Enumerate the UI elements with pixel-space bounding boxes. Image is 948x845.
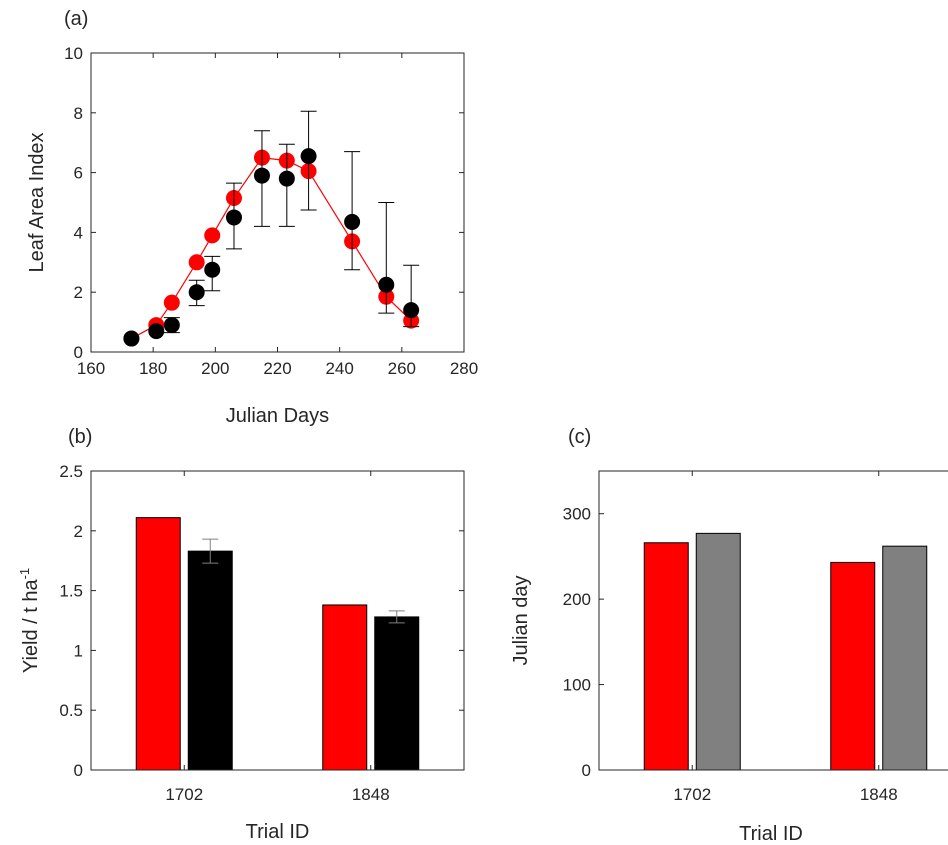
panel-b-y-axis-title-main: Yield / t ha — [20, 579, 42, 674]
panel-b-marks — [135, 517, 420, 771]
panel-c-bar-series-1 — [643, 542, 689, 771]
panel-a-series-2-point — [300, 148, 317, 165]
panel-a-series-2-point — [278, 170, 295, 187]
panel-a-y-tick-label: 2 — [74, 283, 83, 302]
panel-a-marks — [123, 110, 420, 347]
panel-c-julian-day: (c) 1702 1848 0 100 200 300 Trial ID Julian … — [510, 426, 948, 845]
panel-a-leaf-area-index: (a) 160 180 200 220 240 260 280 0 2 4 6 8 10 Julian… — [26, 8, 478, 427]
panel-b-bar-series-1 — [322, 604, 368, 771]
panel-a-y-tick-label: 8 — [74, 104, 83, 123]
panel-a-series-2-point — [344, 213, 361, 230]
panel-a-x-axis-title: Julian Days — [226, 405, 329, 427]
panel-b-y-ticks: 0 0.5 1 1.5 2 2.5 — [59, 462, 464, 780]
panel-c-axes-box — [598, 470, 948, 771]
panel-a-x-tick-label: 240 — [325, 359, 353, 378]
panel-a-x-tick-label: 180 — [139, 359, 167, 378]
panel-c-y-tick-label: 100 — [563, 676, 591, 695]
panel-a-y-axis-title: Leaf Area Index — [26, 132, 48, 272]
panel-b-y-tick-label: 2.5 — [59, 462, 83, 481]
panel-c-y-tick-label: 200 — [563, 590, 591, 609]
panel-b-x-tick-label: 1848 — [352, 785, 390, 804]
panel-a-y-ticks: 0 2 4 6 8 10 — [64, 44, 464, 362]
panel-c-x-ticks: 1702 1848 — [673, 471, 898, 804]
panel-a-x-tick-label: 260 — [388, 359, 416, 378]
panel-c-y-axis-title: Julian day — [510, 575, 532, 665]
panel-b-x-axis-title: Trial ID — [246, 821, 310, 843]
panel-a-series-1-point — [188, 254, 205, 271]
panel-b-label: (b) — [68, 426, 92, 448]
panel-b-y-axis-title: Yield / t ha-1 — [17, 568, 42, 673]
panel-a-x-tick-label: 200 — [201, 359, 229, 378]
panel-c-bar-series-1 — [830, 561, 876, 771]
panel-c-y-tick-label: 0 — [582, 761, 591, 780]
panel-b-bar-series-2 — [187, 550, 233, 771]
panel-b-y-tick-label: 0 — [74, 761, 83, 780]
panel-a-series-2-point — [188, 284, 205, 301]
panel-b-y-tick-label: 2 — [74, 522, 83, 541]
panel-a-series-2-point — [378, 276, 395, 293]
panel-a-series-2-point — [148, 323, 165, 340]
panel-b-y-axis-title-superscript: -1 — [17, 568, 32, 580]
panel-b-y-tick-label: 1.5 — [59, 582, 83, 601]
panel-a-series-2-point — [163, 317, 180, 334]
panel-c-label: (c) — [568, 426, 591, 448]
panel-c-bar-series-2 — [882, 545, 928, 771]
panel-b-axes-box — [90, 470, 465, 771]
panel-b-x-ticks: 1702 1848 — [165, 471, 390, 804]
panel-b-bar-series-2 — [374, 616, 420, 771]
panel-a-x-ticks: 160 180 200 220 240 260 280 — [77, 53, 478, 378]
panel-a-y-tick-label: 0 — [74, 343, 83, 362]
panel-c-x-axis-title: Trial ID — [739, 823, 803, 845]
panel-c-x-tick-label: 1702 — [673, 785, 711, 804]
panel-a-series-2-point — [123, 330, 140, 347]
panel-c-x-tick-label: 1848 — [860, 785, 898, 804]
panel-a-y-tick-label: 6 — [74, 164, 83, 183]
panel-c-marks — [643, 532, 928, 771]
panel-a-x-tick-label: 160 — [77, 359, 105, 378]
panel-a-series-1-point — [163, 294, 180, 311]
panel-a-y-tick-label: 10 — [64, 44, 83, 63]
panel-b-bar-series-1 — [135, 517, 181, 771]
panel-a-series-1-point — [204, 227, 221, 244]
panel-b-y-tick-label: 1 — [74, 641, 83, 660]
panel-c-y-tick-label: 300 — [563, 505, 591, 524]
panel-c-bar-series-2 — [695, 532, 741, 771]
panel-b-x-tick-label: 1702 — [165, 785, 203, 804]
panel-b-yield: (b) 1702 1848 0 0.5 1 1.5 2 2.5 Trial ID Yield… — [17, 426, 465, 843]
panel-a-series-2-point — [204, 261, 221, 278]
panel-a-series-1-line — [131, 157, 412, 340]
panel-a-series-2-point — [403, 302, 420, 319]
panel-a-x-tick-label: 220 — [263, 359, 291, 378]
panel-a-x-tick-label: 280 — [450, 359, 478, 378]
panel-a-series-2-point — [225, 209, 242, 226]
panel-a-label: (a) — [64, 8, 88, 30]
panel-a-series-2-point — [253, 167, 270, 184]
panel-a-y-tick-label: 4 — [74, 223, 83, 242]
panel-c-y-ticks: 0 100 200 300 — [563, 505, 604, 780]
panel-b-y-tick-label: 0.5 — [59, 701, 83, 720]
